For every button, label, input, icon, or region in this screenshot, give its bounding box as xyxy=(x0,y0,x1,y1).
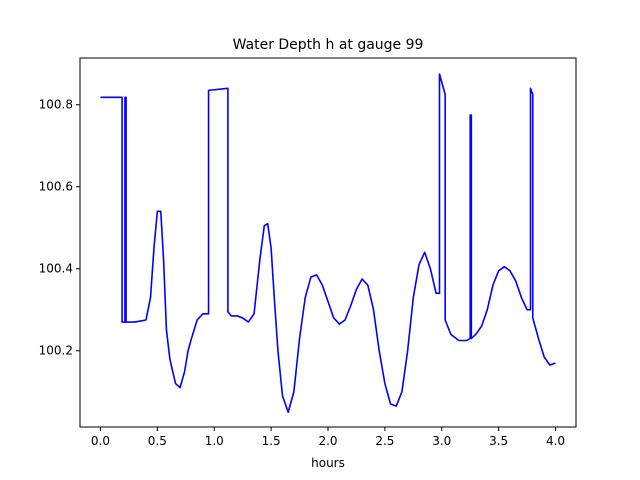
x-tick-label: 4.0 xyxy=(546,434,565,448)
x-axis: 0.0 0.5 1.0 1.5 2.0 2.5 3.0 3.5 4.0 xyxy=(91,427,565,448)
x-tick-label: 1.5 xyxy=(262,434,281,448)
x-axis-label: hours xyxy=(311,456,345,470)
y-axis: 100.2 100.4 100.6 100.8 xyxy=(39,98,80,358)
chart-title: Water Depth h at gauge 99 xyxy=(233,37,424,53)
series-line-0 xyxy=(100,73,556,414)
x-tick-label: 3.0 xyxy=(432,434,451,448)
y-tick-label: 100.4 xyxy=(39,262,73,276)
plot-area xyxy=(100,73,556,414)
x-tick-label: 2.5 xyxy=(375,434,394,448)
plot-frame xyxy=(79,57,577,428)
x-tick-label: 1.0 xyxy=(205,434,224,448)
x-tick-label: 0.0 xyxy=(91,434,110,448)
x-tick-label: 0.5 xyxy=(148,434,167,448)
y-tick-label: 100.2 xyxy=(39,344,73,358)
x-tick-label: 2.0 xyxy=(318,434,337,448)
y-tick-label: 100.6 xyxy=(39,180,73,194)
x-tick-label: 3.5 xyxy=(489,434,508,448)
y-tick-label: 100.8 xyxy=(39,98,73,112)
